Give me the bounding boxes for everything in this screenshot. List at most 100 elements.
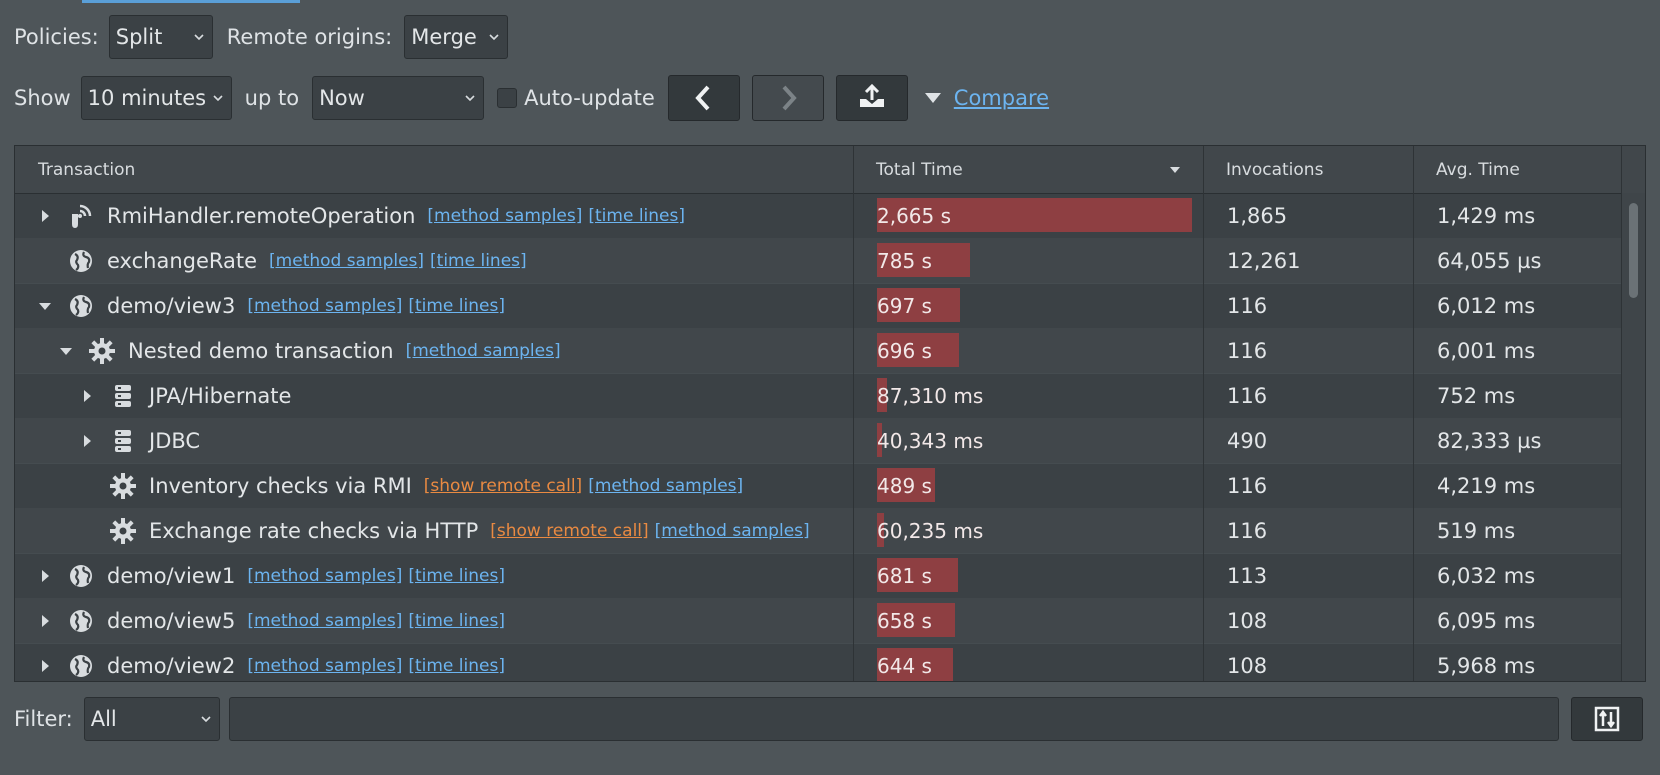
expand-triangle-icon[interactable] bbox=[37, 658, 53, 674]
table-row[interactable]: exchangeRate [method samples] [time lines]… bbox=[15, 238, 1622, 284]
chevron-left-icon bbox=[695, 85, 710, 111]
scrollbar-thumb[interactable] bbox=[1629, 203, 1638, 298]
remote-origins-dropdown[interactable]: Merge bbox=[404, 15, 509, 59]
column-header-invocations[interactable]: Invocations bbox=[1226, 159, 1324, 180]
table-row[interactable]: demo/view3 [method samples] [time lines] 69… bbox=[15, 283, 1622, 329]
avg-time-value: 4,219 ms bbox=[1437, 473, 1536, 498]
table-row[interactable]: demo/view5 [method samples] [time lines] 65… bbox=[15, 598, 1622, 644]
total-time-value: 785 s bbox=[877, 248, 932, 273]
export-button[interactable] bbox=[835, 75, 908, 121]
time-lines-link[interactable]: [time lines] bbox=[408, 655, 505, 676]
expand-triangle-icon[interactable] bbox=[37, 613, 53, 629]
chevron-down-icon bbox=[201, 716, 211, 723]
sort-descending-icon bbox=[1170, 166, 1180, 173]
method-samples-link[interactable]: [method samples] bbox=[247, 610, 403, 631]
transactions-table: Transaction Total Time Invocations Avg. … bbox=[14, 145, 1646, 682]
policies-dropdown[interactable]: Split bbox=[108, 15, 213, 59]
up-to-label: up to bbox=[244, 86, 300, 110]
chevron-down-icon bbox=[489, 34, 499, 41]
avg-time-value: 64,055 µs bbox=[1437, 248, 1542, 273]
time-lines-link[interactable]: [time lines] bbox=[408, 295, 505, 316]
column-divider bbox=[853, 146, 854, 681]
transaction-links: [method samples] [time lines] bbox=[427, 206, 691, 226]
table-row[interactable]: Inventory checks via RMI [show remote cal… bbox=[15, 463, 1622, 509]
filter-options-button[interactable] bbox=[1571, 697, 1643, 741]
collapse-triangle-icon[interactable] bbox=[58, 343, 74, 359]
expand-triangle-icon[interactable] bbox=[79, 433, 95, 449]
table-row[interactable]: Nested demo transaction [method samples] 6… bbox=[15, 328, 1622, 374]
transaction-name: demo/view3 bbox=[107, 293, 236, 318]
time-lines-link[interactable]: [time lines] bbox=[588, 205, 685, 226]
method-samples-link[interactable]: [method samples] bbox=[247, 565, 403, 586]
total-time-value: 87,310 ms bbox=[877, 383, 984, 408]
method-samples-link[interactable]: [method samples] bbox=[588, 475, 744, 496]
compare-link[interactable]: Compare bbox=[953, 86, 1050, 110]
expand-triangle-icon[interactable] bbox=[37, 568, 53, 584]
time-lines-link[interactable]: [time lines] bbox=[430, 250, 527, 271]
method-samples-link[interactable]: [method samples] bbox=[405, 340, 561, 361]
auto-update-checkbox[interactable] bbox=[497, 88, 518, 108]
table-row[interactable]: demo/view1 [method samples] [time lines] 68… bbox=[15, 553, 1622, 599]
invocations-value: 108 bbox=[1227, 608, 1268, 633]
total-time-bar bbox=[877, 468, 935, 502]
table-row[interactable]: JDBC 40,343 ms 490 82,333 µs bbox=[15, 418, 1622, 464]
export-icon bbox=[859, 83, 884, 107]
chevron-down-icon bbox=[213, 95, 223, 102]
method-samples-link[interactable]: [method samples] bbox=[247, 655, 403, 676]
method-samples-link[interactable]: [method samples] bbox=[269, 250, 425, 271]
filter-input[interactable] bbox=[229, 697, 1559, 741]
previous-button[interactable] bbox=[667, 75, 740, 121]
gear-icon bbox=[109, 472, 137, 500]
total-time-value: 697 s bbox=[877, 293, 932, 318]
remote-origins-label: Remote origins: bbox=[226, 25, 393, 49]
column-header-transaction[interactable]: Transaction bbox=[38, 159, 136, 180]
total-time-bar bbox=[877, 243, 970, 277]
invocations-value: 490 bbox=[1227, 428, 1268, 453]
filter-type-dropdown[interactable]: All bbox=[83, 697, 220, 741]
column-divider bbox=[1413, 146, 1414, 681]
table-row[interactable]: Exchange rate checks via HTTP [show remot… bbox=[15, 508, 1622, 554]
avg-time-value: 82,333 µs bbox=[1437, 428, 1542, 453]
collapse-triangle-icon[interactable] bbox=[37, 298, 53, 314]
compare-menu-triangle-icon[interactable] bbox=[924, 91, 942, 105]
expand-triangle-icon[interactable] bbox=[79, 388, 95, 404]
table-row[interactable]: JPA/Hibernate 87,310 ms 116 752 ms bbox=[15, 373, 1622, 419]
transaction-cell: demo/view3 [method samples] [time lines] bbox=[37, 283, 511, 328]
expand-triangle-icon[interactable] bbox=[37, 208, 53, 224]
total-time-value: 696 s bbox=[877, 338, 932, 363]
time-range-dropdown[interactable]: 10 minutes bbox=[80, 76, 232, 120]
show-label: Show bbox=[14, 86, 71, 110]
up-to-dropdown[interactable]: Now bbox=[312, 76, 485, 120]
table-row[interactable]: RmiHandler.remoteOperation [method sample… bbox=[15, 193, 1622, 239]
globe-icon bbox=[67, 652, 95, 680]
vertical-scrollbar[interactable] bbox=[1621, 193, 1645, 681]
column-header-avg-time[interactable]: Avg. Time bbox=[1436, 159, 1520, 180]
transaction-name: demo/view2 bbox=[107, 653, 236, 678]
invocations-value: 116 bbox=[1227, 518, 1268, 543]
total-time-bar bbox=[877, 378, 887, 412]
total-time-bar bbox=[877, 198, 1192, 232]
avg-time-value: 6,032 ms bbox=[1437, 563, 1536, 588]
method-samples-link[interactable]: [method samples] bbox=[247, 295, 403, 316]
next-button[interactable] bbox=[751, 75, 824, 121]
method-samples-link[interactable]: [method samples] bbox=[654, 520, 810, 541]
transaction-cell: JDBC bbox=[79, 418, 212, 463]
total-time-value: 489 s bbox=[877, 473, 932, 498]
table-row[interactable]: demo/view2 [method samples] [time lines] 64… bbox=[15, 643, 1622, 681]
chevron-right-icon bbox=[782, 85, 797, 111]
database-icon bbox=[109, 382, 137, 410]
time-lines-link[interactable]: [time lines] bbox=[408, 565, 505, 586]
transaction-cell: Nested demo transaction [method samples] bbox=[58, 328, 567, 373]
total-time-bar bbox=[877, 513, 884, 547]
column-header-total-time[interactable]: Total Time bbox=[853, 146, 1203, 193]
remote-origins-value: Merge bbox=[411, 25, 477, 49]
time-lines-link[interactable]: [time lines] bbox=[408, 610, 505, 631]
method-samples-link[interactable]: [method samples] bbox=[427, 205, 583, 226]
database-icon bbox=[109, 427, 137, 455]
show-remote-call-link[interactable]: [show remote call] bbox=[490, 520, 649, 541]
show-remote-call-link[interactable]: [show remote call] bbox=[423, 475, 583, 496]
transaction-name: exchangeRate bbox=[107, 248, 258, 273]
column-divider bbox=[1203, 146, 1204, 681]
auto-update-label[interactable]: Auto-update bbox=[524, 86, 655, 110]
transaction-cell: JPA/Hibernate bbox=[79, 373, 303, 418]
